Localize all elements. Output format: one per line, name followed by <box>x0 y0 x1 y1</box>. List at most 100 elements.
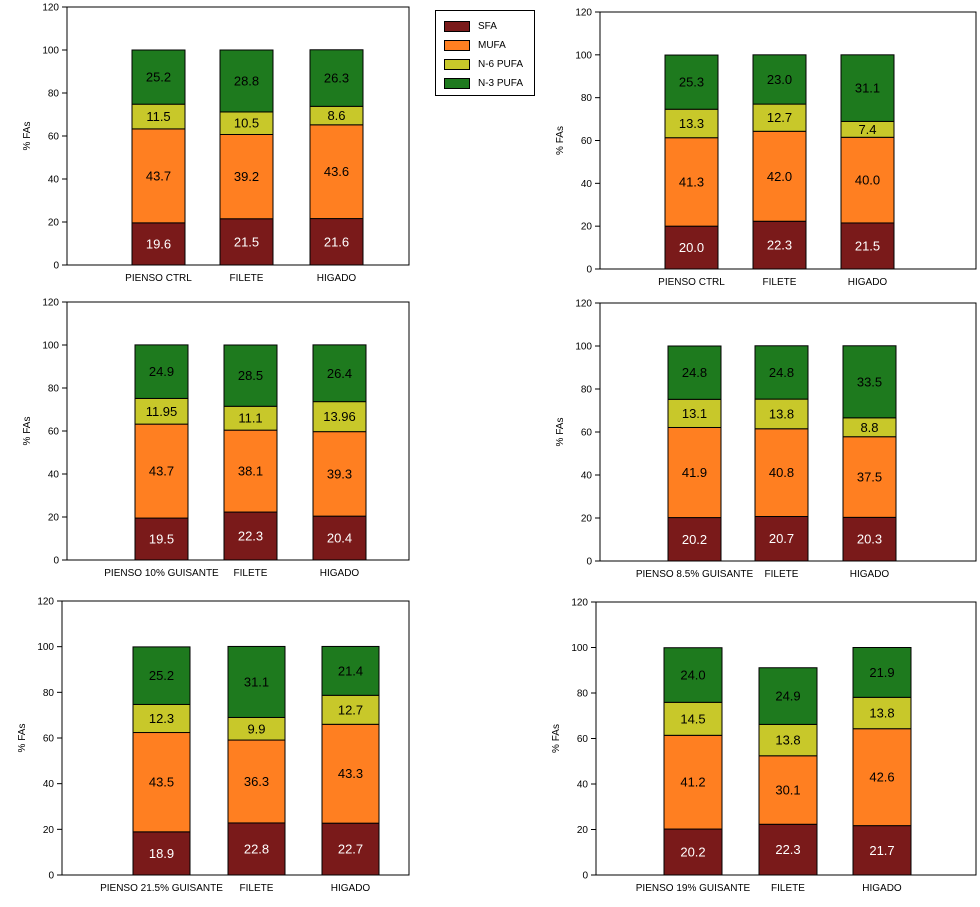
data-label: 26.3 <box>324 71 349 86</box>
data-label: 22.8 <box>244 841 269 856</box>
y-tick-label: 100 <box>575 342 592 353</box>
y-tick-label: 60 <box>581 136 593 147</box>
y-tick-label: 0 <box>53 556 59 567</box>
bar-segment-n6 <box>667 398 722 428</box>
bar-segment-mufa <box>852 728 912 827</box>
y-tick-label: 20 <box>48 513 60 524</box>
y-tick-label: 100 <box>575 50 592 61</box>
y-tick-label: 60 <box>577 734 589 745</box>
data-label: 24.8 <box>769 365 794 380</box>
legend-item-sfa: SFA <box>444 17 534 36</box>
y-tick-label: 0 <box>48 871 54 882</box>
data-label: 21.4 <box>338 663 363 678</box>
data-label: 25.3 <box>679 75 704 90</box>
x-tick-label: PIENSO CTRL <box>658 277 725 288</box>
bar-segment-sfa <box>134 517 189 561</box>
data-label: 13.3 <box>679 116 704 131</box>
data-label: 24.9 <box>149 364 174 379</box>
data-label: 13.1 <box>682 406 707 421</box>
data-label: 28.8 <box>234 73 259 88</box>
bar-segment-n6 <box>852 696 912 730</box>
bar-segment-sfa <box>312 515 367 561</box>
chart-panel-1: 0 20 40 60 80 100 120 % FAs 19.6 43.7 11.5 25.2 PIEN… <box>22 3 410 284</box>
data-label: 21.6 <box>324 234 349 249</box>
data-label: 41.2 <box>680 775 705 790</box>
legend-item-n6-pufa: N-6 PUFA <box>444 55 534 74</box>
y-tick-label: 0 <box>586 557 592 568</box>
bar-segment-mufa <box>758 755 818 825</box>
chart-panel-4: 0 20 40 60 80 100 120 % FAs 20.2 41.9 13.1 24.8 PIEN… <box>555 299 977 580</box>
data-label: 12.7 <box>767 110 792 125</box>
x-tick-label: HIGADO <box>848 277 888 288</box>
data-label: 21.5 <box>234 234 259 249</box>
x-tick-label: FILETE <box>771 883 805 894</box>
y-tick-label: 120 <box>575 299 592 310</box>
y-tick-label: 120 <box>575 8 592 19</box>
y-axis-label: % FAs <box>555 418 566 447</box>
data-label: 20.2 <box>680 845 705 860</box>
x-tick-label: HIGADO <box>320 568 360 579</box>
data-label: 41.9 <box>682 465 707 480</box>
bar-segment-n6 <box>663 701 723 736</box>
bar-segment-n3 <box>667 345 722 400</box>
bar-segment-sfa <box>842 516 897 562</box>
data-label: 13.8 <box>869 706 894 721</box>
y-tick-label: 40 <box>48 175 60 186</box>
y-tick-label: 0 <box>586 265 592 276</box>
x-tick-label: PIENSO 21.5% GUISANTE <box>100 883 223 894</box>
y-axis-label: % FAs <box>22 122 33 151</box>
data-label: 9.9 <box>247 721 265 736</box>
legend-swatch-mufa <box>444 40 470 51</box>
data-label: 43.3 <box>338 766 363 781</box>
legend-label-sfa: SFA <box>478 21 497 32</box>
bar-segment-mufa <box>223 429 278 513</box>
x-tick-label: FILETE <box>230 273 264 284</box>
bar-segment-n3 <box>312 344 367 403</box>
bar-segment-sfa <box>752 220 807 270</box>
y-tick-label: 100 <box>42 341 59 352</box>
bar-segment-n3 <box>840 54 895 122</box>
data-label: 20.0 <box>679 240 704 255</box>
legend-item-n3-pufa: N-3 PUFA <box>444 74 534 93</box>
bar-segment-sfa <box>758 823 818 876</box>
y-tick-label: 40 <box>581 471 593 482</box>
bar-segment-mufa <box>131 128 186 224</box>
y-tick-label: 0 <box>53 261 59 272</box>
data-label: 13.8 <box>769 406 794 421</box>
data-label: 22.3 <box>767 238 792 253</box>
data-label: 20.2 <box>682 532 707 547</box>
data-label: 31.1 <box>855 81 880 96</box>
data-label: 10.5 <box>234 116 259 131</box>
bar-segment-mufa <box>309 124 364 220</box>
data-label: 40.8 <box>769 465 794 480</box>
data-label: 24.9 <box>775 689 800 704</box>
y-tick-label: 80 <box>48 384 60 395</box>
bar-segment-n3 <box>852 647 912 698</box>
bar-segment-n3 <box>223 344 278 407</box>
y-tick-label: 40 <box>43 779 55 790</box>
x-tick-label: HIGADO <box>317 273 357 284</box>
bar-segment-sfa <box>667 517 722 562</box>
y-tick-label: 20 <box>577 825 589 836</box>
data-label: 11.95 <box>146 404 178 419</box>
bar-segment-n3 <box>309 49 364 107</box>
data-label: 20.7 <box>769 531 794 546</box>
x-tick-label: PIENSO 8.5% GUISANTE <box>636 569 754 580</box>
data-label: 20.4 <box>327 531 352 546</box>
data-label: 20.3 <box>857 532 882 547</box>
bar-segment-sfa <box>227 822 286 876</box>
y-tick-label: 80 <box>581 385 593 396</box>
bar-segment-mufa <box>664 137 719 227</box>
data-label: 8.8 <box>860 420 878 435</box>
legend-label-mufa: MUFA <box>478 40 506 51</box>
y-tick-label: 60 <box>581 428 593 439</box>
y-tick-label: 100 <box>42 46 59 57</box>
y-tick-label: 20 <box>581 222 593 233</box>
bar-segment-sfa <box>664 225 719 270</box>
x-tick-label: PIENSO CTRL <box>125 273 192 284</box>
bar-segment-n6 <box>132 703 191 734</box>
chart-panel-3: 0 20 40 60 80 100 120 % FAs 19.5 43.7 11.95 24.9 PIE… <box>22 298 410 579</box>
data-label: 43.7 <box>146 168 171 183</box>
bar-segment-mufa <box>312 431 367 517</box>
data-label: 12.7 <box>338 702 363 717</box>
